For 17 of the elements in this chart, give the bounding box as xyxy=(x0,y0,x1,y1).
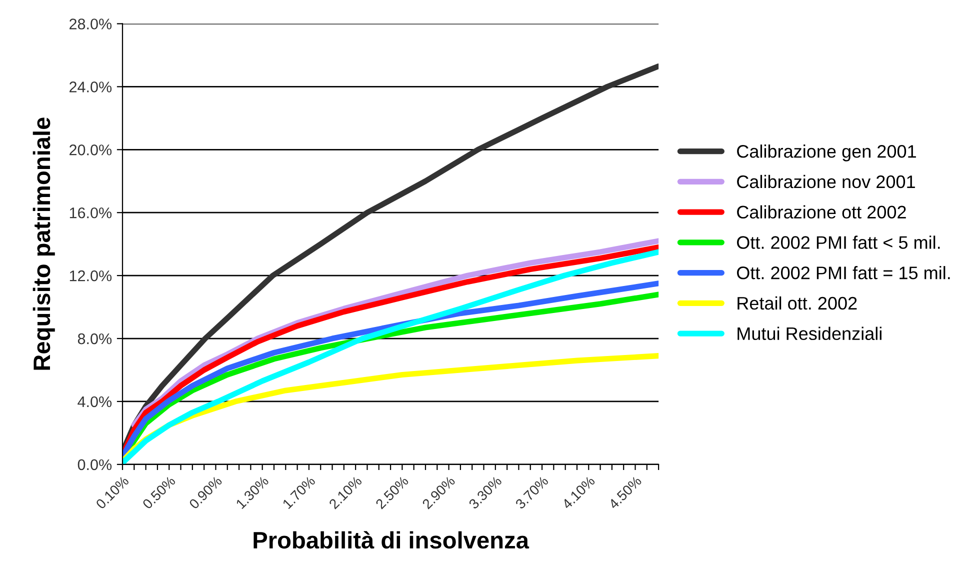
x-axis-title: Probabilità di insolvenza xyxy=(254,531,530,549)
y-axis-title: Requisito patrimoniale xyxy=(32,118,55,370)
legend-label: Retail ott. 2002 xyxy=(738,296,857,310)
y-tick-label: 24.0% xyxy=(70,82,112,92)
y-tick-label: 4.0% xyxy=(78,396,112,408)
legend-label: Ott. 2002 PMI fatt = 15 mil. xyxy=(737,266,950,280)
y-tick-label: 12.0% xyxy=(70,270,112,282)
y-tick-label: 16.0% xyxy=(70,207,112,218)
legend-label: Calibrazione ott 2002 xyxy=(737,205,906,219)
y-tick-label: 20.0% xyxy=(70,144,112,156)
legend-label: Mutui Residenziali xyxy=(738,326,882,340)
y-tick-label: 8.0% xyxy=(78,333,112,344)
legend-label: Ott. 2002 PMI fatt < 5 mil. xyxy=(737,236,940,249)
legend-label: Calibrazione gen 2001 xyxy=(737,144,916,162)
y-tick-label: 28.0% xyxy=(70,18,112,30)
legend-label: Calibrazione nov 2001 xyxy=(737,174,915,188)
y-tick-label: 0.0% xyxy=(78,459,112,470)
